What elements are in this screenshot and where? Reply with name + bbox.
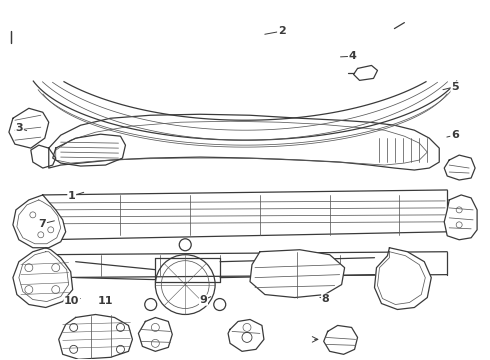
Text: 1: 1	[68, 191, 84, 201]
Polygon shape	[13, 195, 66, 248]
Polygon shape	[13, 248, 73, 307]
Polygon shape	[444, 195, 477, 240]
Polygon shape	[228, 319, 264, 351]
Text: 3: 3	[16, 123, 26, 133]
Text: 8: 8	[320, 294, 329, 304]
Polygon shape	[324, 325, 358, 354]
Polygon shape	[250, 250, 344, 298]
Polygon shape	[444, 155, 475, 180]
Polygon shape	[49, 114, 439, 170]
Polygon shape	[374, 248, 431, 310]
Text: 4: 4	[341, 51, 356, 61]
Text: 6: 6	[447, 130, 459, 140]
Text: 7: 7	[39, 219, 54, 229]
Polygon shape	[138, 318, 172, 351]
Text: 10: 10	[64, 296, 80, 306]
Text: 5: 5	[443, 82, 459, 92]
Text: 9: 9	[199, 295, 211, 305]
Polygon shape	[59, 315, 132, 359]
Text: 11: 11	[98, 296, 114, 306]
Text: 2: 2	[265, 26, 286, 36]
